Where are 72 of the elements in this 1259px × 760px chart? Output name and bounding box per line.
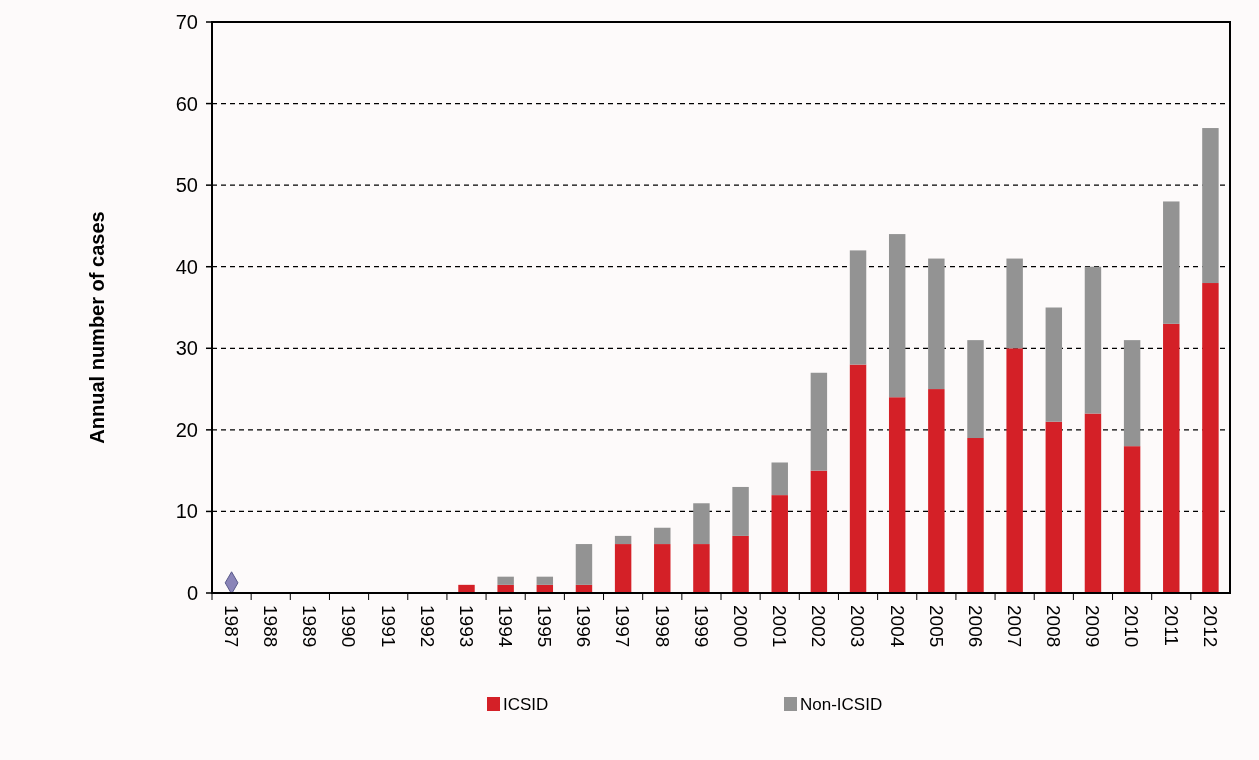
bar bbox=[1045, 421, 1063, 593]
x-tick-label: 2002 bbox=[808, 605, 830, 648]
x-tick-label: 1996 bbox=[573, 605, 595, 648]
bar bbox=[849, 364, 867, 593]
x-tick-label: 1990 bbox=[338, 605, 360, 648]
y-tick-label: 20 bbox=[175, 418, 198, 441]
x-tick-label: 2010 bbox=[1121, 605, 1143, 648]
x-tick-label: 1995 bbox=[534, 605, 556, 648]
bar bbox=[497, 576, 514, 585]
x-tick-label: 2007 bbox=[1004, 605, 1025, 648]
bar bbox=[928, 258, 945, 390]
bar bbox=[810, 372, 828, 471]
y-tick-label: 40 bbox=[175, 255, 198, 278]
bar bbox=[1006, 258, 1023, 349]
y-tick-label: 70 bbox=[175, 11, 198, 33]
bar bbox=[1045, 307, 1063, 422]
legend-label: Non-ICSID bbox=[800, 694, 883, 714]
bar bbox=[536, 576, 554, 585]
bar bbox=[575, 544, 593, 585]
bar bbox=[771, 462, 788, 496]
x-tick-label: 2008 bbox=[1043, 605, 1065, 648]
x-tick-label: 2003 bbox=[847, 605, 869, 648]
x-tick-label: 2009 bbox=[1082, 605, 1104, 648]
x-tick-label: 2012 bbox=[1199, 605, 1221, 648]
bar bbox=[888, 397, 906, 593]
y-tick-label: 10 bbox=[175, 500, 198, 523]
x-tick-label: 1997 bbox=[612, 605, 634, 648]
x-tick-label: 2011 bbox=[1160, 605, 1182, 646]
y-tick-label: 0 bbox=[186, 582, 198, 604]
bar bbox=[1202, 283, 1219, 593]
x-tick-label: 2005 bbox=[925, 605, 947, 648]
bar bbox=[1006, 348, 1023, 593]
x-tick-label: 1991 bbox=[377, 605, 399, 648]
bar bbox=[693, 544, 710, 593]
x-tick-label: 1988 bbox=[260, 605, 282, 648]
bar bbox=[693, 503, 710, 545]
y-tick-label: 60 bbox=[175, 92, 198, 115]
bar bbox=[1202, 128, 1219, 284]
x-tick-label: 2004 bbox=[886, 605, 908, 648]
bar bbox=[1123, 446, 1141, 593]
bar bbox=[732, 486, 749, 536]
bar bbox=[849, 250, 867, 365]
x-tick-label: 1994 bbox=[495, 605, 516, 648]
bar bbox=[732, 535, 749, 593]
bar bbox=[614, 535, 632, 545]
x-tick-label: 2006 bbox=[964, 605, 986, 648]
x-tick-label: 1993 bbox=[455, 605, 477, 648]
x-tick-label: 1989 bbox=[299, 605, 321, 648]
bar bbox=[1084, 266, 1102, 414]
bar bbox=[928, 389, 945, 593]
y-tick-label: 30 bbox=[175, 337, 198, 360]
x-tick-label: 2001 bbox=[769, 605, 791, 648]
bar bbox=[771, 495, 788, 593]
x-tick-label: 1992 bbox=[416, 605, 438, 648]
legend-label: ICSID bbox=[503, 694, 549, 714]
bar bbox=[654, 544, 671, 593]
bar bbox=[614, 544, 632, 593]
bar bbox=[654, 527, 671, 545]
bar bbox=[1123, 340, 1141, 447]
bar bbox=[1163, 323, 1180, 593]
x-tick-label: 1987 bbox=[220, 605, 242, 648]
bar bbox=[967, 340, 984, 439]
bar bbox=[888, 234, 906, 398]
bar bbox=[967, 438, 984, 593]
bar bbox=[1163, 201, 1180, 324]
y-axis-title: Annual number of cases bbox=[86, 211, 108, 444]
y-tick-label: 50 bbox=[175, 174, 198, 197]
x-tick-label: 1999 bbox=[690, 605, 712, 648]
bar bbox=[1084, 413, 1102, 593]
x-tick-label: 1998 bbox=[651, 605, 673, 648]
x-tick-label: 2000 bbox=[729, 605, 751, 648]
bar bbox=[810, 470, 828, 593]
